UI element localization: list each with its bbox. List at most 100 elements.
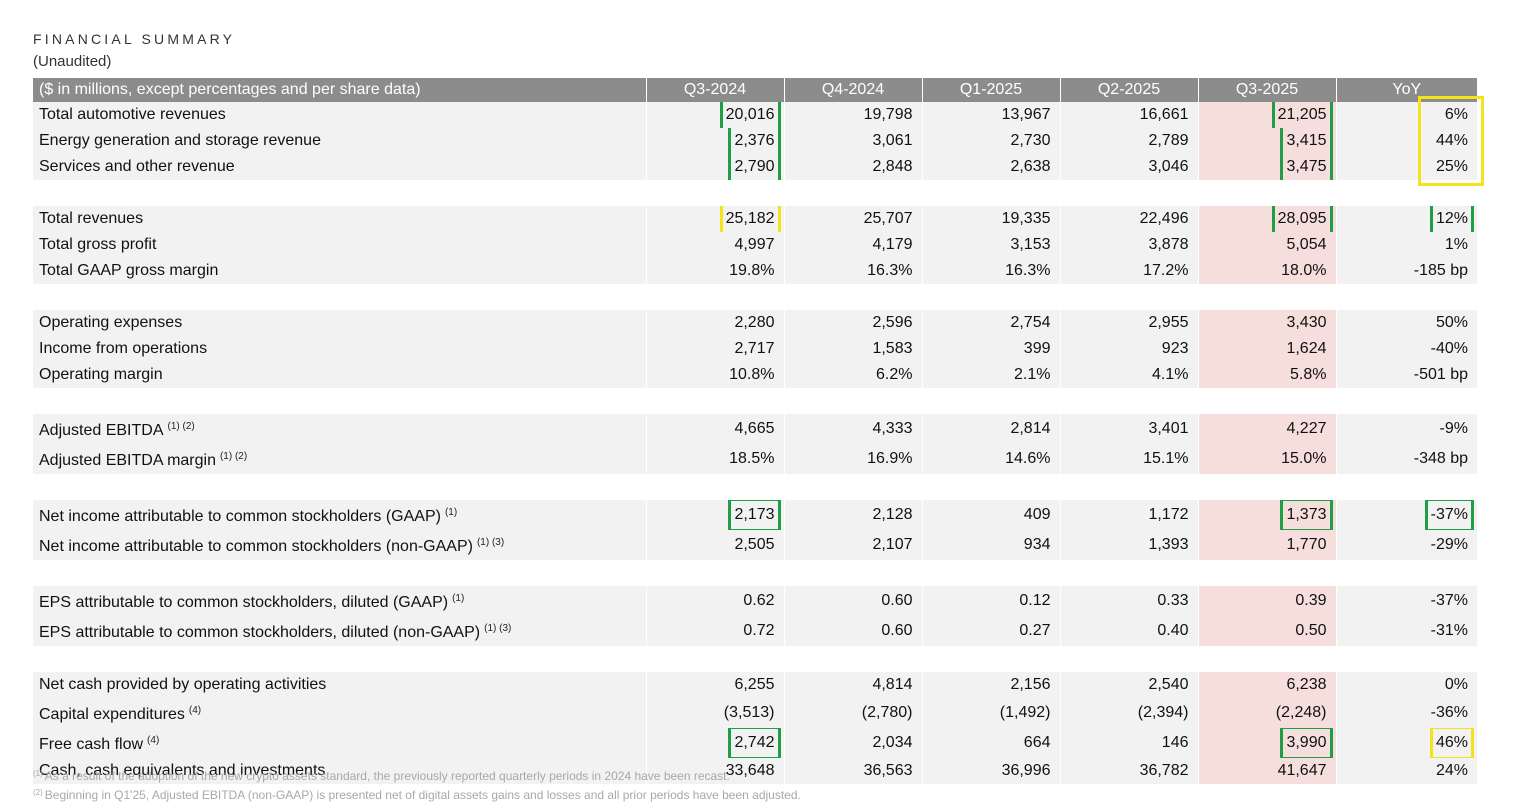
cell-value: 17.2% [1143, 262, 1189, 279]
table-row: Free cash flow (4) 2,742 2,034 664 146 3,990 46… [33, 728, 1477, 758]
footnote-1: (1) As a result of the adoption of the ne… [33, 769, 730, 783]
cell-value: 0.27 [1019, 622, 1051, 639]
cell-yoy: -29% [1336, 530, 1477, 560]
table-row: Cash, cash equivalents and investments 33… [33, 758, 1477, 784]
cell-value: 44% [1435, 132, 1468, 149]
cell-value: 16.3% [1005, 262, 1051, 279]
row-label: Net income attributable to common stockh… [33, 500, 647, 530]
highlighted-value: 2,790 [728, 154, 781, 180]
cell-value: 15.1% [1143, 450, 1189, 467]
column-header-q2-2025: Q2-2025 [1060, 78, 1199, 102]
cell-yoy: -348 bp [1336, 444, 1477, 474]
cell-value: 36,996 [1001, 762, 1051, 779]
row-label: Net income attributable to common stockh… [33, 530, 647, 560]
cell-value: 5,054 [1286, 236, 1327, 253]
highlighted-value: 2,173 [728, 500, 781, 530]
page-subtitle: (Unaudited) [33, 53, 112, 70]
cell-value: 1,770 [1286, 536, 1327, 553]
cell-value: 6% [1444, 106, 1468, 123]
cell-q3-2025: 5,054 [1198, 232, 1337, 258]
cell-value: 24% [1435, 762, 1468, 779]
cell-value: 1,624 [1286, 340, 1327, 357]
cell-q3-2024: 6,255 [646, 672, 785, 698]
cell-value: 50% [1435, 314, 1468, 331]
cell-value: 2,156 [1010, 676, 1051, 693]
cell-value: 3,061 [872, 132, 913, 149]
cell-value: 2,034 [872, 734, 913, 751]
cell-q1-2025: 14.6% [922, 444, 1061, 474]
cell-value: 2,540 [1148, 676, 1189, 693]
cell-value: 399 [1023, 340, 1051, 357]
cell-q4-2024: 2,848 [784, 154, 923, 180]
cell-value: 3,878 [1148, 236, 1189, 253]
cell-q2-2025: 17.2% [1060, 258, 1199, 284]
table-row: Adjusted EBITDA (1) (2) 4,665 4,333 2,814 3,4… [33, 414, 1477, 444]
cell-value: 6,238 [1286, 676, 1327, 693]
cell-q4-2024: 0.60 [784, 616, 923, 646]
cell-value: 36,782 [1139, 762, 1189, 779]
cell-q4-2024: 16.3% [784, 258, 923, 284]
table-row: EPS attributable to common stockholders,… [33, 616, 1477, 646]
cell-value: 2,280 [734, 314, 775, 331]
cell-yoy: 1% [1336, 232, 1477, 258]
cell-yoy: 6% [1336, 102, 1477, 128]
cell-value: 2.1% [1014, 366, 1051, 383]
cell-q3-2025: 6,238 [1198, 672, 1337, 698]
cell-q3-2024: 2,173 [646, 500, 785, 530]
cell-q3-2024: (3,513) [646, 698, 785, 728]
cell-value: 41,647 [1277, 762, 1327, 779]
row-label: EPS attributable to common stockholders,… [33, 586, 647, 616]
cell-value: 0.40 [1157, 622, 1189, 639]
highlighted-value: 46% [1429, 728, 1475, 758]
cell-value: 0% [1444, 676, 1468, 693]
cell-value: (3,513) [723, 704, 775, 721]
footnote-ref: (1) [444, 507, 458, 518]
table-row: Total automotive revenues 20,016 19,798 13,… [33, 102, 1477, 128]
cell-value: (2,248) [1275, 704, 1327, 721]
cell-q1-2025: 2,754 [922, 310, 1061, 336]
cell-q3-2025: 5.8% [1198, 362, 1337, 388]
row-label: Services and other revenue [33, 154, 647, 180]
cell-value: -36% [1430, 704, 1468, 721]
cell-q3-2024: 18.5% [646, 444, 785, 474]
group-spacer [33, 284, 1477, 310]
cell-yoy: -36% [1336, 698, 1477, 728]
cell-q4-2024: 25,707 [784, 206, 923, 232]
cell-value: 2,505 [734, 536, 775, 553]
cell-q3-2025: 3,475 [1198, 154, 1337, 180]
cell-q1-2025: 664 [922, 728, 1061, 758]
cell-q3-2025: 15.0% [1198, 444, 1337, 474]
cell-q3-2024: 20,016 [646, 102, 785, 128]
highlighted-value: 28,095 [1271, 206, 1333, 232]
cell-value: 0.60 [881, 622, 913, 639]
highlighted-value: 20,016 [719, 102, 781, 128]
cell-value: 4,333 [872, 420, 913, 437]
cell-value: (1,492) [999, 704, 1051, 721]
cell-q1-2025: 2,814 [922, 414, 1061, 444]
cell-q3-2024: 10.8% [646, 362, 785, 388]
cell-value: 1,172 [1148, 506, 1189, 523]
cell-q2-2025: 0.33 [1060, 586, 1199, 616]
row-label: Total revenues [33, 206, 647, 232]
cell-value: 664 [1023, 734, 1051, 751]
cell-q3-2025: 3,990 [1198, 728, 1337, 758]
cell-q4-2024: 4,814 [784, 672, 923, 698]
cell-q1-2025: 13,967 [922, 102, 1061, 128]
footnote-ref: (1) [452, 593, 465, 604]
cell-q1-2025: (1,492) [922, 698, 1061, 728]
cell-yoy: -37% [1336, 500, 1477, 530]
cell-yoy: 12% [1336, 206, 1477, 232]
row-label: Income from operations [33, 336, 647, 362]
column-header-q3-2025: Q3-2025 [1198, 78, 1337, 102]
footnote-ref: (4) [188, 705, 202, 716]
cell-q1-2025: 0.12 [922, 586, 1061, 616]
cell-q3-2024: 19.8% [646, 258, 785, 284]
cell-value: 16.9% [867, 450, 913, 467]
cell-value: 22,496 [1139, 210, 1189, 227]
cell-q1-2025: 2,730 [922, 128, 1061, 154]
cell-value: 6.2% [876, 366, 913, 383]
cell-q1-2025: 2,156 [922, 672, 1061, 698]
cell-q2-2025: 0.40 [1060, 616, 1199, 646]
table-row: Energy generation and storage revenue 2,3… [33, 128, 1477, 154]
cell-q2-2025: 146 [1060, 728, 1199, 758]
